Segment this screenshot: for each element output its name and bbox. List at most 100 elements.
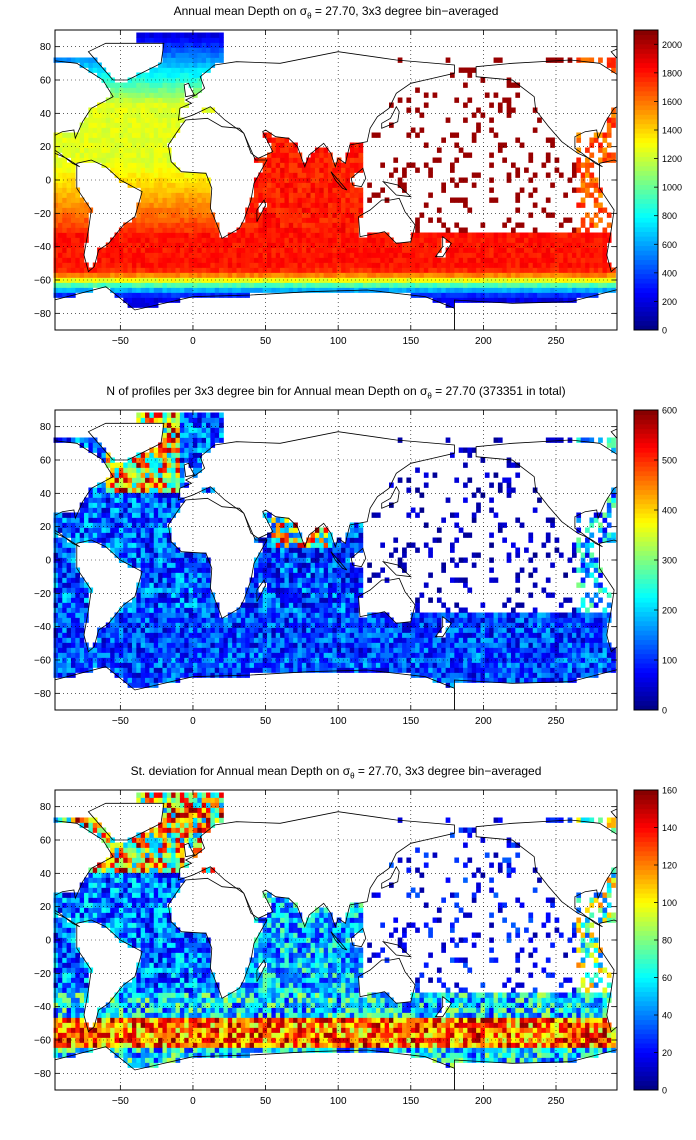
heatmap-cell	[349, 182, 355, 188]
heatmap-cell	[88, 117, 94, 123]
heatmap-cell	[153, 657, 159, 663]
heatmap-cell	[593, 247, 599, 253]
heatmap-cell	[175, 642, 181, 648]
heatmap-cell	[280, 662, 285, 668]
heatmap-cell	[62, 207, 67, 213]
heatmap-cell	[301, 282, 307, 288]
heatmap-cell	[288, 147, 294, 153]
heatmap-cell	[75, 212, 81, 218]
heatmap-cell	[171, 72, 176, 78]
heatmap-cell	[354, 252, 359, 258]
heatmap-cell	[136, 647, 142, 653]
heatmap-cell	[227, 247, 233, 253]
heatmap-cell	[166, 132, 172, 138]
heatmap-cell	[393, 652, 399, 658]
heatmap-cell	[402, 187, 407, 193]
heatmap-cell	[253, 622, 259, 628]
heatmap-cell	[114, 262, 120, 268]
heatmap-cell	[66, 252, 72, 258]
heatmap-cell	[332, 622, 338, 628]
heatmap-cell	[341, 207, 346, 213]
heatmap-cell	[145, 257, 150, 263]
heatmap-cell	[145, 622, 150, 628]
heatmap-cell	[171, 642, 176, 648]
heatmap-cell	[314, 232, 320, 238]
heatmap-cell	[114, 652, 120, 658]
heatmap-cell	[136, 632, 142, 638]
heatmap-cell	[537, 642, 542, 648]
heatmap-cell	[449, 232, 455, 238]
heatmap-cell	[188, 72, 194, 78]
heatmap-cell	[375, 267, 381, 273]
heatmap-cell	[402, 257, 407, 263]
heatmap-cell	[201, 657, 207, 663]
heatmap-cell	[436, 262, 442, 268]
heatmap-cell	[336, 612, 342, 618]
heatmap-cell	[131, 682, 137, 688]
heatmap-cell	[397, 252, 403, 258]
heatmap-cell	[127, 297, 133, 303]
heatmap-cell	[341, 212, 346, 218]
heatmap-cell	[306, 647, 311, 653]
heatmap-cell	[524, 292, 529, 298]
heatmap-cell	[310, 227, 316, 233]
heatmap-cell	[131, 132, 137, 138]
heatmap-cell	[336, 647, 342, 653]
heatmap-cell	[70, 137, 76, 143]
heatmap-cell	[389, 267, 394, 273]
heatmap-cell	[227, 627, 233, 633]
heatmap-cell	[114, 87, 120, 93]
heatmap-cell	[136, 157, 142, 163]
heatmap-cell	[515, 252, 521, 258]
heatmap-cell	[114, 152, 120, 158]
heatmap-cell	[214, 662, 220, 668]
heatmap-cell	[166, 92, 172, 98]
heatmap-cell	[75, 152, 81, 158]
heatmap-cell	[384, 637, 390, 643]
heatmap-cell	[75, 202, 81, 208]
heatmap-cell	[558, 237, 564, 243]
heatmap-cell	[105, 72, 111, 78]
heatmap-cell	[284, 147, 290, 153]
heatmap-cell	[341, 627, 346, 633]
heatmap-cell	[84, 142, 89, 148]
heatmap-cell	[502, 232, 507, 238]
heatmap-cell	[506, 257, 512, 263]
heatmap-cell	[192, 282, 198, 288]
heatmap-cell	[497, 647, 503, 653]
heatmap-cell	[384, 247, 390, 253]
heatmap-cell	[297, 182, 303, 188]
heatmap-cell	[589, 222, 595, 228]
heatmap-cell	[275, 252, 281, 258]
heatmap-cell	[53, 287, 59, 293]
heatmap-cell	[262, 167, 268, 173]
heatmap-cell	[380, 252, 385, 258]
colorbar-swatch	[634, 325, 658, 331]
heatmap-cell	[354, 237, 359, 243]
heatmap-cell	[380, 627, 385, 633]
heatmap-cell	[524, 667, 529, 673]
heatmap-cell	[389, 272, 394, 278]
heatmap-cell	[484, 672, 490, 678]
heatmap-cell	[97, 112, 102, 118]
heatmap-cell	[140, 622, 146, 628]
heatmap-cell	[206, 62, 211, 68]
heatmap-cell	[419, 257, 425, 263]
heatmap-cell	[162, 92, 168, 98]
heatmap-cell	[118, 157, 124, 163]
heatmap-cell	[66, 212, 72, 218]
heatmap-cell	[571, 677, 577, 683]
heatmap-cell	[445, 637, 451, 643]
heatmap-cell	[118, 102, 124, 108]
heatmap-cell	[75, 157, 81, 163]
heatmap-cell	[293, 192, 298, 198]
heatmap-cell	[341, 612, 346, 618]
heatmap-cell	[593, 222, 599, 228]
heatmap-cell	[541, 262, 547, 268]
heatmap-cell	[341, 232, 346, 238]
heatmap-cell	[332, 662, 338, 668]
heatmap-cell	[493, 272, 499, 278]
heatmap-cell	[188, 42, 194, 48]
heatmap-cell	[70, 262, 76, 268]
heatmap-cell	[341, 652, 346, 658]
